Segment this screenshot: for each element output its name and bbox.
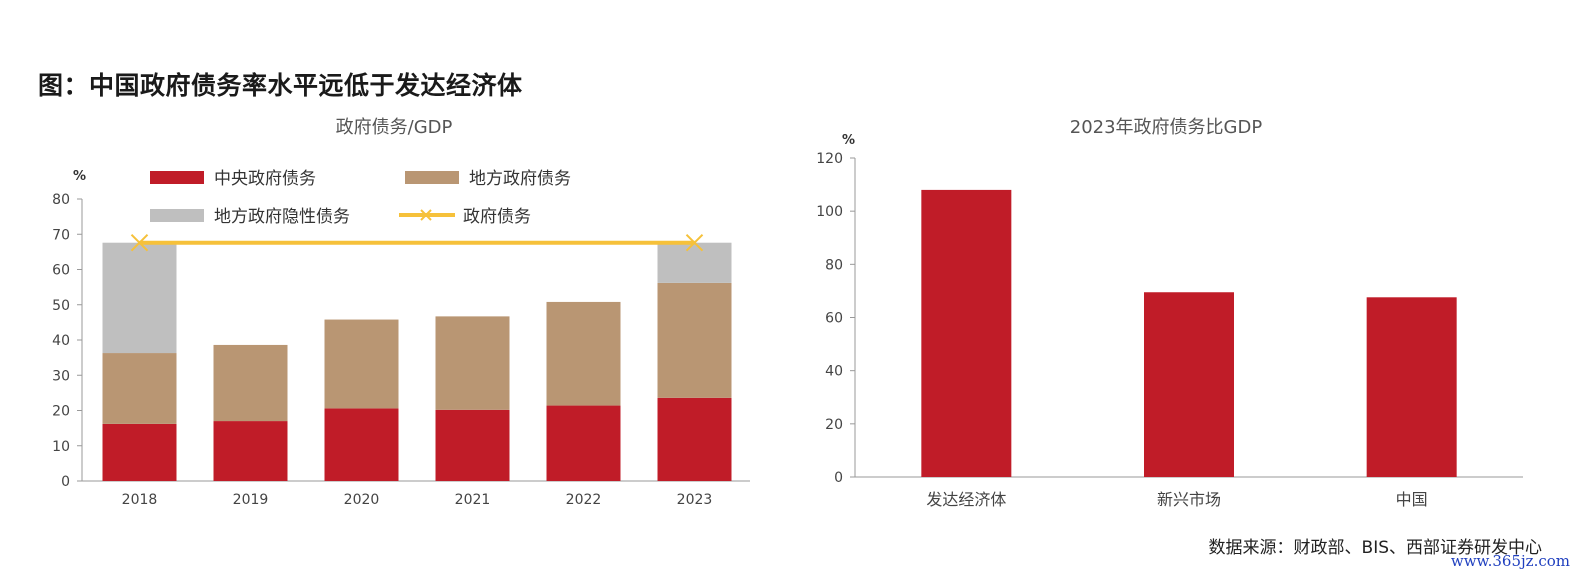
left-bar-segment — [102, 242, 177, 354]
right-x-tick-label: 发达经济体 — [926, 490, 1006, 509]
left-x-tick-label: 2023 — [677, 492, 713, 508]
right-x-tick-label: 中国 — [1396, 490, 1428, 509]
left-bar-segment — [546, 405, 621, 481]
left-total-point — [130, 234, 149, 252]
left-bar-segment — [324, 319, 399, 409]
right-y-tick-label: 60 — [825, 311, 843, 327]
left-y-tick-label: 30 — [52, 368, 70, 384]
left-total-point — [685, 234, 704, 252]
right-y-tick-label: 20 — [825, 417, 843, 433]
legend-label: 地方政府隐性债务 — [214, 207, 350, 227]
right-y-tick-label: 100 — [816, 204, 843, 220]
watermark: www.365jz.com — [1450, 552, 1570, 570]
legend-swatch — [150, 171, 204, 184]
left-bar-segment — [213, 344, 288, 422]
left-y-tick-label: 20 — [52, 404, 70, 420]
left-bar-segment — [657, 397, 732, 481]
left-bar-segment — [435, 409, 510, 481]
right-y-tick-label: 120 — [816, 151, 843, 167]
legend-swatch — [150, 209, 204, 222]
legend-line-marker — [420, 209, 432, 221]
left-y-tick-label: 70 — [52, 227, 70, 243]
right-bar — [921, 189, 1012, 477]
left-y-tick-label: 80 — [52, 192, 70, 208]
left-y-tick-label: 10 — [52, 439, 70, 455]
right-bar — [1144, 292, 1234, 477]
left-bar-segment — [657, 282, 732, 398]
left-bar-segment — [102, 353, 177, 424]
legend-label: 政府债务 — [463, 207, 531, 227]
left-chart-title: 政府债务/GDP — [336, 117, 453, 138]
source-note: 数据来源：财政部、BIS、西部证券研发中心 — [1208, 538, 1542, 558]
figure-title: 图：中国政府债务率水平远低于发达经济体 — [38, 71, 523, 100]
left-x-tick-label: 2018 — [122, 492, 158, 508]
legend-swatch — [405, 171, 459, 184]
left-bar-segment — [546, 301, 621, 406]
right-y-unit: % — [842, 133, 855, 148]
left-bar-segment — [435, 316, 510, 410]
left-x-tick-label: 2022 — [566, 492, 602, 508]
left-y-tick-label: 50 — [52, 298, 70, 314]
right-y-tick-label: 40 — [825, 364, 843, 380]
left-bar-segment — [102, 423, 177, 481]
legend-label: 中央政府债务 — [214, 169, 316, 189]
left-y-unit: % — [73, 169, 86, 184]
right-x-tick-label: 新兴市场 — [1157, 490, 1221, 509]
right-chart-title: 2023年政府债务比GDP — [1070, 117, 1263, 138]
right-y-tick-label: 0 — [834, 470, 843, 486]
left-x-tick-label: 2020 — [344, 492, 380, 508]
left-bar-segment — [657, 242, 732, 283]
left-y-tick-label: 40 — [52, 333, 70, 349]
left-y-tick-label: 60 — [52, 263, 70, 279]
right-bar — [1366, 297, 1457, 477]
legend-label: 地方政府债务 — [469, 169, 571, 189]
left-bar-segment — [324, 408, 399, 481]
left-y-tick-label: 0 — [61, 474, 70, 490]
left-x-tick-label: 2021 — [455, 492, 491, 508]
right-bar-chart: 2023年政府债务比GDP% 0 20 40 60 80 100 120 发达经济体 新兴市场 中国 — [816, 117, 1523, 509]
left-bar-segment — [213, 421, 288, 481]
left-x-tick-label: 2019 — [233, 492, 269, 508]
right-y-tick-label: 80 — [825, 257, 843, 273]
left-stacked-bar-chart: 政府债务/GDP% 0 10 20 30 40 50 60 70 80 2018 2019 2020 20… — [52, 117, 750, 508]
